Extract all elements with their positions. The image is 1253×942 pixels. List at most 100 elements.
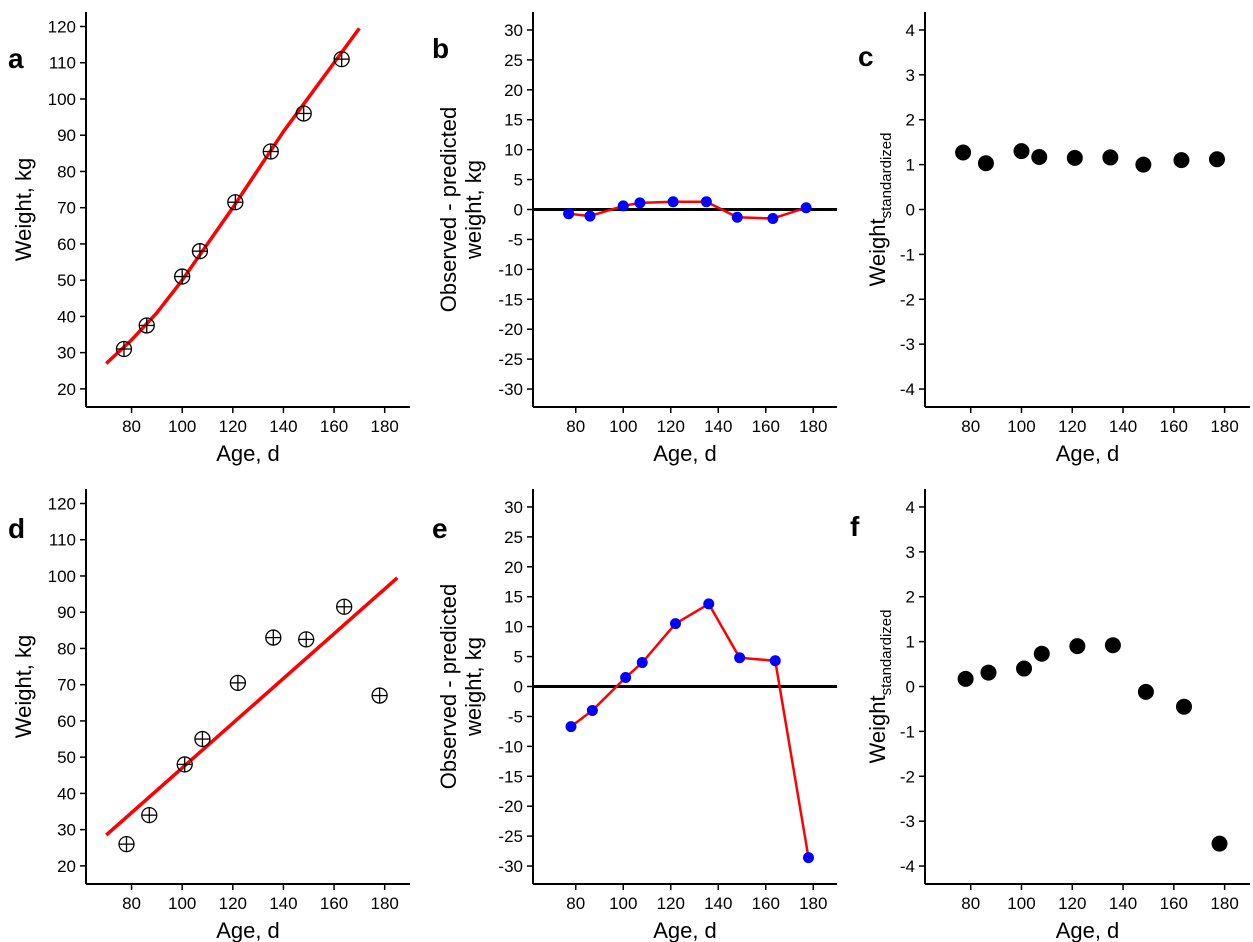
x-tick-label: 180 — [799, 894, 827, 913]
x-tick-label: 180 — [1210, 417, 1238, 436]
x-tick-label: 120 — [1058, 894, 1086, 913]
x-tick-label: 140 — [704, 417, 732, 436]
residual-point — [586, 704, 598, 716]
panel-letter: b — [432, 33, 449, 64]
residual-point — [803, 852, 814, 864]
panel-letter: d — [8, 513, 25, 544]
y-tick-label: -4 — [900, 380, 915, 399]
y-axis-title: Weight, kg — [11, 158, 36, 262]
y-tick-label: 110 — [49, 54, 76, 73]
x-tick-label: 140 — [269, 417, 297, 436]
data-point — [229, 674, 247, 692]
y-tick-label: 100 — [48, 90, 76, 109]
y-tick-label: 1 — [906, 633, 915, 652]
x-tick-label: 120 — [1058, 417, 1086, 436]
y-tick-label: 90 — [57, 126, 76, 145]
standardized-point — [1175, 698, 1192, 715]
y-tick-label: 120 — [48, 494, 76, 513]
y-tick-label: 90 — [57, 603, 76, 622]
y-tick-label: 40 — [57, 307, 76, 326]
y-tick-label: 2 — [906, 111, 915, 130]
y-tick-label: -20 — [498, 320, 523, 339]
y-tick-label: -30 — [498, 380, 523, 399]
data-point — [138, 317, 155, 334]
y-tick-label: 2 — [906, 588, 915, 607]
residual-point — [617, 200, 629, 212]
data-point — [265, 629, 282, 646]
x-tick-label: 160 — [752, 894, 780, 913]
standardized-point — [1137, 683, 1154, 700]
residual-point — [667, 196, 679, 208]
y-tick-label: 0 — [906, 201, 915, 220]
y-tick-label: 5 — [514, 171, 523, 190]
y-tick-label: -2 — [900, 290, 915, 309]
standardized-point — [1135, 156, 1152, 173]
y-tick-label: 15 — [504, 111, 523, 130]
y-tick-label: -5 — [508, 707, 523, 726]
y-axis-title-main: Weight — [865, 695, 890, 763]
x-axis-title: Age, d — [1056, 918, 1120, 942]
data-point — [176, 756, 193, 773]
y-tick-label: -4 — [900, 857, 915, 876]
fit-line — [105, 27, 361, 365]
data-point — [298, 631, 315, 648]
y-axis-title-main: Weight — [865, 218, 890, 286]
y-tick-label: -10 — [498, 260, 523, 279]
y-axis-title-line1: Observed - predicted — [436, 584, 461, 789]
y-tick-label: 15 — [504, 588, 523, 607]
y-tick-label: -5 — [508, 230, 523, 249]
y-tick-label: 110 — [49, 531, 76, 550]
standardized-point — [1066, 149, 1083, 166]
data-point — [295, 105, 312, 122]
y-tick-label: 70 — [57, 199, 76, 218]
x-tick-label: 140 — [1109, 417, 1137, 436]
standardized-point — [1069, 638, 1086, 655]
residual-point — [636, 657, 648, 669]
data-point — [371, 687, 388, 704]
y-tick-label: -15 — [498, 767, 523, 786]
y-axis-title-subscript: standardized — [878, 133, 895, 219]
y-tick-label: 20 — [504, 81, 523, 100]
y-tick-label: -25 — [498, 350, 523, 369]
standardized-point — [955, 144, 972, 161]
x-tick-label: 100 — [609, 894, 637, 913]
y-tick-label: 60 — [57, 235, 76, 254]
panel-a: a 80 100 120 140 160 180 20 30 40 50 60 70 80 90 100 11… — [8, 12, 410, 466]
x-tick-label: 80 — [961, 894, 980, 913]
y-tick-label: 30 — [57, 344, 76, 363]
data-point — [191, 243, 209, 260]
x-tick-label: 160 — [1160, 894, 1188, 913]
x-tick-label: 180 — [371, 417, 399, 436]
y-tick-label: 1 — [906, 156, 915, 175]
y-tick-label: 5 — [514, 648, 523, 667]
y-tick-label: -25 — [498, 827, 523, 846]
x-tick-label: 140 — [704, 894, 732, 913]
y-tick-label: 50 — [57, 748, 76, 767]
x-tick-label: 100 — [168, 417, 196, 436]
data-point — [333, 50, 350, 68]
standardized-point — [1013, 143, 1030, 160]
panel-b: b 80 100 120 140 160 180 -30 -25 -20 -15 -10 -5 0 5 10… — [432, 12, 837, 466]
y-axis-title: Weight, kg — [11, 635, 36, 739]
residual-point — [800, 202, 812, 214]
x-tick-label: 160 — [320, 894, 348, 913]
y-tick-label: -2 — [900, 767, 915, 786]
y-tick-label: 0 — [514, 678, 523, 697]
y-tick-label: 20 — [57, 857, 76, 876]
x-axis-title: Age, d — [1056, 441, 1120, 466]
residual-point — [620, 672, 632, 684]
y-tick-label: -10 — [498, 737, 523, 756]
y-tick-label: -3 — [900, 335, 915, 354]
x-tick-label: 120 — [219, 417, 247, 436]
panel-f: f 80 100 120 140 160 180 -4 -3 -2 -1 0 1 2 3 4 Age, d We… — [850, 489, 1250, 942]
residual-point — [670, 618, 681, 630]
data-point — [141, 806, 158, 824]
standardized-point — [977, 155, 994, 172]
x-tick-label: 140 — [1109, 894, 1137, 913]
y-tick-label: -15 — [498, 290, 523, 309]
y-tick-label: 30 — [504, 498, 523, 517]
y-tick-label: 10 — [504, 618, 523, 637]
standardized-point — [957, 670, 974, 687]
residual-point — [563, 208, 575, 220]
standardized-point — [1033, 645, 1050, 662]
